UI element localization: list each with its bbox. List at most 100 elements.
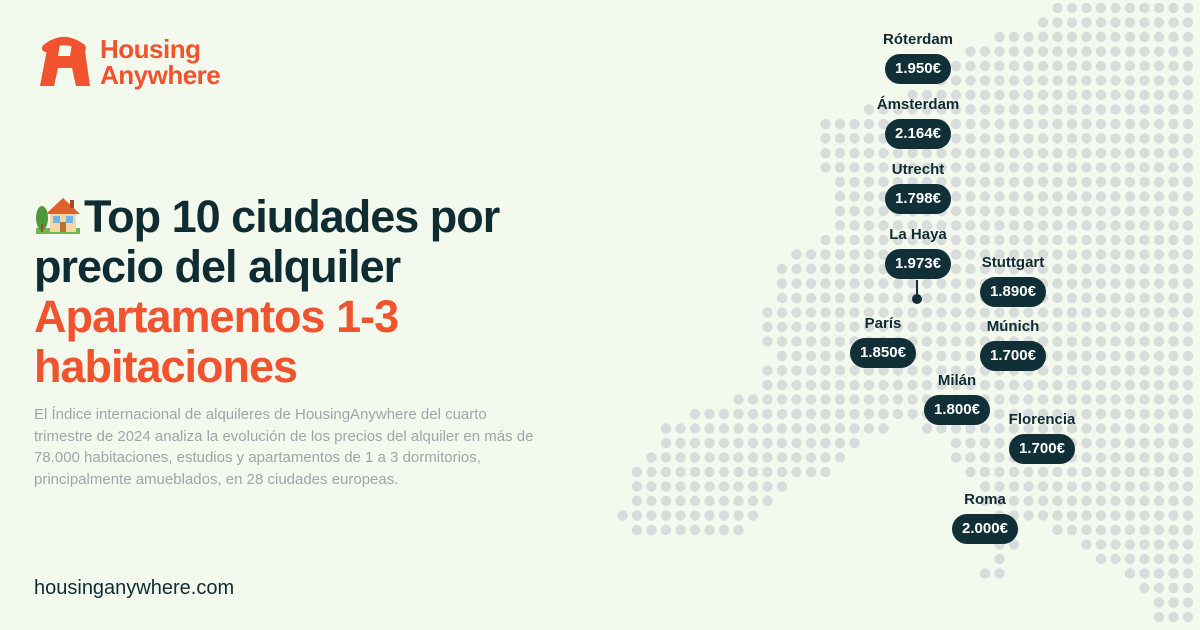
map-dot (1110, 307, 1121, 318)
city-label-amsterdam[interactable]: Ámsterdam 2.164€ (868, 96, 968, 149)
city-label-paris[interactable]: París 1.850€ (838, 315, 928, 368)
map-dot (1124, 249, 1136, 260)
city-label-milan[interactable]: Milán 1.800€ (912, 372, 1002, 425)
map-dot (762, 307, 773, 318)
map-dot (1095, 75, 1107, 86)
map-dot (1008, 104, 1020, 115)
map-dot (965, 89, 976, 101)
map-dot (849, 162, 860, 173)
map-dot (1095, 466, 1107, 478)
map-dot (1153, 249, 1165, 260)
map-dot (950, 350, 962, 362)
map-dot (1153, 147, 1165, 159)
map-dot (950, 162, 962, 173)
city-label-munich[interactable]: Múnich 1.700€ (968, 318, 1058, 371)
map-dot (834, 263, 846, 275)
map-dot (704, 408, 715, 420)
map-dot (1139, 481, 1150, 492)
map-dot (1008, 234, 1020, 246)
city-name: Múnich (986, 318, 1040, 335)
map-dot (747, 452, 759, 463)
map-dot (660, 510, 672, 521)
map-dot (805, 437, 817, 449)
map-dot (1124, 104, 1136, 115)
map-dot (1052, 350, 1063, 362)
map-dot (1095, 263, 1107, 275)
map-dot (1110, 176, 1121, 188)
map-dot (718, 452, 730, 463)
map-dot (1182, 176, 1194, 188)
map-dot (965, 75, 976, 86)
map-dot (1168, 104, 1179, 115)
map-dot (1066, 408, 1078, 420)
map-dot (1168, 336, 1179, 347)
map-dot (834, 147, 846, 159)
map-dot (660, 437, 672, 449)
map-dot (979, 133, 991, 144)
map-dot (1182, 379, 1194, 391)
map-dot (1008, 46, 1020, 57)
map-dot (849, 234, 860, 246)
map-dot (936, 292, 947, 304)
map-dot (1124, 205, 1136, 217)
map-dot (1168, 495, 1179, 507)
map-dot (1168, 118, 1179, 130)
map-dot (907, 104, 918, 115)
map-dot (805, 379, 817, 391)
city-label-roterdam[interactable]: Róterdam 1.950€ (873, 31, 963, 84)
map-dot (747, 394, 759, 405)
city-name: Roma (964, 491, 1006, 508)
map-dot (1023, 147, 1034, 159)
city-label-roma[interactable]: Roma 2.000€ (940, 491, 1030, 544)
map-dot (762, 394, 773, 405)
city-label-florencia[interactable]: Florencia 1.700€ (997, 411, 1087, 464)
map-dot (704, 510, 715, 521)
map-dot (1139, 379, 1150, 391)
map-dot (1182, 394, 1194, 405)
price-badge: 1.700€ (1009, 434, 1075, 464)
map-dot (646, 495, 657, 507)
map-dot (1052, 510, 1063, 521)
map-dot (1095, 104, 1107, 115)
map-dot (1081, 104, 1092, 115)
map-dot (950, 205, 962, 217)
city-name: Florencia (1008, 411, 1076, 428)
city-label-la-haya[interactable]: La Haya 1.973€ (873, 226, 963, 279)
map-dot (834, 133, 846, 144)
map-dot (979, 75, 991, 86)
map-dot (1023, 408, 1034, 420)
map-dot (1153, 307, 1165, 318)
map-dot (950, 437, 962, 449)
map-dot (1139, 307, 1150, 318)
map-dot (979, 437, 991, 449)
map-dot (1095, 524, 1107, 536)
map-dot (1008, 133, 1020, 144)
housinganywhere-logo-icon (40, 37, 90, 86)
map-dot (1168, 205, 1179, 217)
brand-logo[interactable]: Housing Anywhere (36, 36, 221, 88)
map-dot (965, 60, 976, 72)
map-dot (1153, 162, 1165, 173)
website-link[interactable]: housinganywhere.com (34, 577, 235, 599)
map-dot (979, 379, 991, 391)
map-dot (965, 365, 976, 376)
map-dot (979, 568, 991, 579)
map-dot (1081, 452, 1092, 463)
city-label-stuttgart[interactable]: Stuttgart 1.890€ (968, 254, 1058, 307)
map-dot (1182, 75, 1194, 86)
map-dot (1066, 292, 1078, 304)
map-dot (1139, 278, 1150, 289)
map-dot (1052, 191, 1063, 202)
map-dot (820, 321, 831, 333)
map-dot (1066, 481, 1078, 492)
map-dot (878, 220, 889, 231)
map-dot (1139, 510, 1150, 521)
map-dot (1066, 17, 1078, 28)
map-dot (1124, 191, 1136, 202)
city-label-utrecht[interactable]: Utrecht 1.798€ (873, 161, 963, 214)
map-dot (863, 408, 875, 420)
map-dot (1182, 510, 1194, 521)
map-dot (892, 104, 904, 115)
map-dot (646, 510, 657, 521)
map-dot (950, 336, 962, 347)
